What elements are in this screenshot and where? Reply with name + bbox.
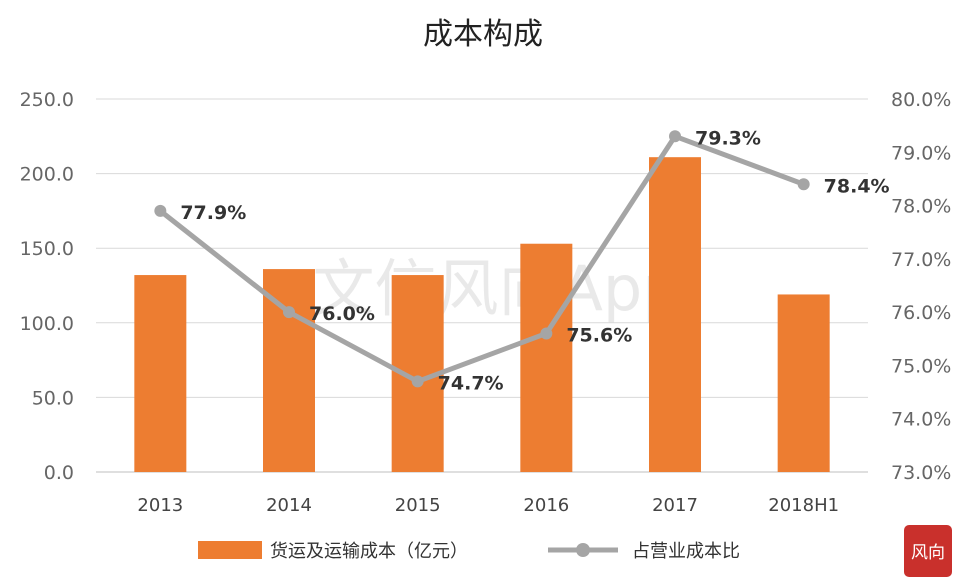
y-left-tick-label: 50.0	[32, 387, 74, 409]
y-right-tick-label: 75.0%	[891, 355, 951, 377]
gridlines	[96, 98, 868, 473]
line-point	[154, 204, 167, 217]
x-tick-label: 2014	[266, 495, 312, 516]
legend-line-marker	[576, 543, 590, 557]
line-point	[669, 130, 681, 143]
x-tick-label: 2016	[523, 495, 569, 516]
data-label: 78.4%	[824, 175, 890, 197]
data-label: 79.3%	[695, 127, 761, 149]
y-right-tick-label: 79.0%	[891, 142, 951, 164]
line-point	[797, 178, 810, 191]
data-labels: 77.9% 76.0% 74.7% 75.6% 79.3% 78.4%	[180, 127, 889, 394]
series-line	[158, 133, 805, 384]
y-left-tick-label: 150.0	[20, 238, 74, 260]
logo-text: 风向	[911, 543, 945, 563]
line-point	[411, 375, 424, 388]
x-tick-label: 2015	[395, 495, 441, 516]
bar	[134, 275, 187, 472]
y-right-tick-label: 73.0%	[891, 462, 951, 484]
x-tick-label: 2017	[652, 495, 698, 516]
legend: 货运及运输成本（亿元） 占营业成本比	[198, 541, 740, 562]
brand-logo: 风向	[904, 525, 952, 577]
data-label: 75.6%	[566, 324, 632, 346]
y-right-tick-label: 78.0%	[891, 196, 951, 218]
y-left-tick-label: 250.0	[20, 89, 74, 111]
watermark: 文信风向App	[312, 252, 681, 325]
y-left-tick-label: 200.0	[20, 164, 74, 186]
bar	[520, 243, 573, 472]
y-right-tick-label: 77.0%	[891, 249, 951, 271]
data-label: 76.0%	[309, 303, 375, 325]
bar	[777, 294, 830, 472]
x-tick-label: 2013	[137, 495, 183, 516]
data-label: 74.7%	[438, 372, 504, 394]
x-tick-label: 2018H1	[768, 495, 839, 516]
y-left-tick-label: 100.0	[20, 313, 74, 335]
y-right-tick-label: 80.0%	[891, 89, 951, 111]
chart-title: 成本构成	[423, 17, 543, 52]
data-label: 77.9%	[180, 202, 246, 224]
legend-bar-label: 货运及运输成本（亿元）	[270, 541, 468, 562]
y-axis-right: 73.0% 74.0% 75.0% 76.0% 77.0% 78.0% 79.0% 80.0%	[891, 89, 951, 484]
y-axis-left: 0.0 50.0 100.0 150.0 200.0 250.0	[20, 89, 74, 484]
legend-line-label: 占营业成本比	[632, 541, 740, 562]
bar	[649, 157, 701, 473]
y-left-tick-label: 0.0	[44, 462, 74, 484]
line-point	[540, 327, 553, 340]
legend-bar-swatch	[198, 541, 262, 559]
line-point	[283, 306, 295, 319]
y-right-tick-label: 74.0%	[891, 409, 951, 431]
line-series	[154, 130, 810, 388]
y-right-tick-label: 76.0%	[891, 302, 951, 324]
bar	[263, 269, 315, 472]
x-axis: 2013 2014 2015 2016 2017 2018H1	[137, 495, 839, 516]
logo-badge	[904, 525, 952, 577]
